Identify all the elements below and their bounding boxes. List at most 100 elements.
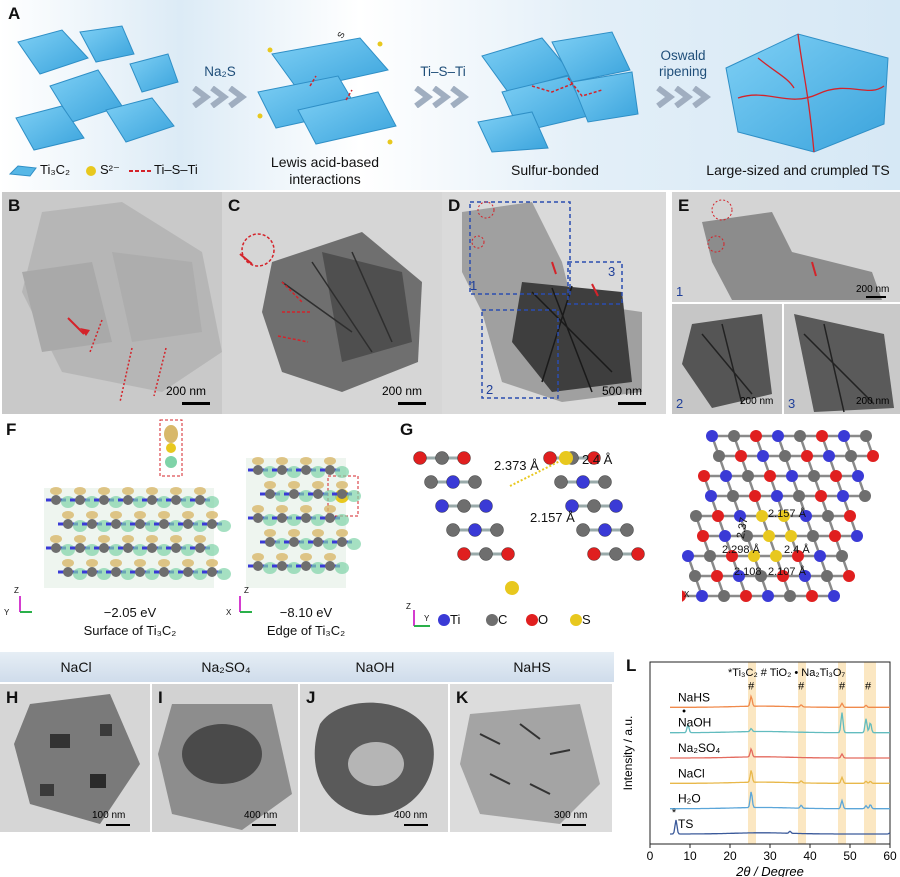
carbon-atom — [123, 543, 133, 553]
scale-bar-label: 200 nm — [856, 396, 890, 407]
bond-length-7: 2.4 Å — [784, 544, 810, 556]
charge-density-lobe — [73, 520, 87, 532]
atom — [814, 550, 826, 562]
charge-density-lobe — [97, 568, 111, 580]
charge-density-lobe — [85, 496, 99, 508]
tem-image-e1 — [702, 199, 882, 300]
scale-bar — [404, 824, 428, 826]
subpanel-label-1: 1 — [676, 284, 684, 299]
x-tick-label: 40 — [803, 849, 817, 863]
xrd-series-line — [670, 694, 890, 708]
atom — [867, 450, 879, 462]
x-tick-label: 0 — [647, 849, 654, 863]
atom — [794, 430, 806, 442]
atom — [598, 475, 612, 489]
axis-triad-icon — [413, 610, 430, 627]
atom — [726, 550, 738, 562]
carbon-atom — [277, 561, 287, 571]
atom — [705, 490, 717, 502]
atom — [859, 490, 871, 502]
carbon-atom — [135, 567, 145, 577]
axis-y-label: Y — [424, 614, 430, 623]
carbon-atom — [265, 537, 275, 547]
xrd-series-line — [670, 747, 890, 759]
atom — [554, 475, 568, 489]
panel-f-charge-density: F −2.05 eV Surface of Ti₃C₂ −8.10 eV Edg… — [0, 418, 400, 646]
atom — [598, 523, 612, 537]
carbon-atom — [147, 495, 157, 505]
region-label-2: 2 — [486, 382, 494, 397]
carbon-atom — [147, 543, 157, 553]
atom — [762, 590, 774, 602]
atom — [860, 430, 872, 442]
atom — [750, 430, 762, 442]
charge-density-lobe — [252, 505, 264, 513]
bond-length-2: 2.4 Å — [582, 452, 613, 467]
atom — [800, 510, 812, 522]
adsorption-energy-surface: −2.05 eV — [103, 605, 157, 620]
charge-density-lobe — [157, 496, 171, 508]
surface-energy-label: −2.05 eV Surface of Ti₃C₂ — [40, 604, 220, 640]
atom — [446, 475, 460, 489]
atom — [771, 490, 783, 502]
carbon-atom — [87, 567, 97, 577]
scale-bar — [866, 296, 886, 298]
charge-density-lobe — [110, 511, 122, 519]
atom — [777, 570, 789, 582]
carbon-atom — [337, 489, 347, 499]
charge-density-lobe — [288, 529, 300, 537]
tem-image-h — [14, 694, 140, 824]
charge-density-lobe — [182, 559, 194, 567]
x-tick-label: 10 — [683, 849, 697, 863]
panel-e2-tem-image: 2 200 nm — [672, 304, 782, 414]
chevron-arrow-icon — [192, 86, 247, 108]
charge-density-lobe — [323, 490, 337, 502]
legend-o: O — [538, 612, 549, 627]
charge-density-lobe — [299, 490, 313, 502]
atom — [823, 450, 835, 462]
series-label: NaCl — [678, 766, 705, 780]
panel-a-schematic: A Na₂S S Ti–S–Ti — [0, 0, 900, 190]
bond-length-4: 2.157 Å — [768, 508, 806, 520]
legend-bond: Ti–S–Ti — [154, 162, 198, 177]
caption-large-ts: Large-sized and crumpled TS — [706, 162, 890, 178]
panel-l-xrd-chart: L 0 10 20 30 40 50 60 2θ / Degree Intensity / a.… — [616, 652, 900, 877]
sulfur-ion-legend-icon — [86, 166, 96, 176]
carbon-atom — [75, 543, 85, 553]
axis-x-label: X — [684, 590, 690, 599]
atom — [764, 470, 776, 482]
charge-density-lobe — [62, 511, 74, 519]
atom — [829, 530, 841, 542]
ti-s-bond — [509, 457, 567, 487]
ti-s-ti-bond-legend-icon — [129, 170, 151, 172]
atom — [457, 499, 471, 513]
charge-density-lobe — [121, 568, 135, 580]
charge-density-lobe — [194, 535, 206, 543]
y-axis-label: Intensity / a.u. — [621, 716, 635, 791]
atom — [697, 530, 709, 542]
charge-density-lobe — [252, 457, 264, 465]
charge-density-lobe — [157, 544, 171, 556]
caption-line2: interactions — [289, 171, 361, 187]
panel-h-tem-image: H 100 nm — [0, 684, 150, 832]
charge-density-lobe — [287, 514, 301, 526]
charge-density-lobe — [86, 559, 98, 567]
tem-image-e2 — [682, 314, 772, 408]
atom — [457, 451, 471, 465]
charge-density-lobe — [347, 490, 361, 502]
arrow-label-oswald: Oswald ripening — [648, 48, 718, 80]
axis-y-label: Y — [4, 608, 10, 617]
carbon-atom — [325, 513, 335, 523]
carbon-atom — [277, 513, 287, 523]
charge-density-lobe — [335, 562, 349, 574]
xrd-chart: 0 10 20 30 40 50 60 2θ / Degree Intensity / a.u.… — [621, 661, 897, 877]
atom — [468, 475, 482, 489]
bond-length-1: 2.373 Å — [494, 458, 539, 473]
lewis-acid-sheets-illustration — [257, 37, 397, 145]
charge-density-lobe — [169, 520, 183, 532]
atom — [576, 475, 590, 489]
carbon-atom — [111, 519, 121, 529]
scale-bar-label: 400 nm — [394, 810, 428, 821]
charge-density-lobe — [170, 487, 182, 495]
panel-label-c: C — [228, 196, 241, 215]
